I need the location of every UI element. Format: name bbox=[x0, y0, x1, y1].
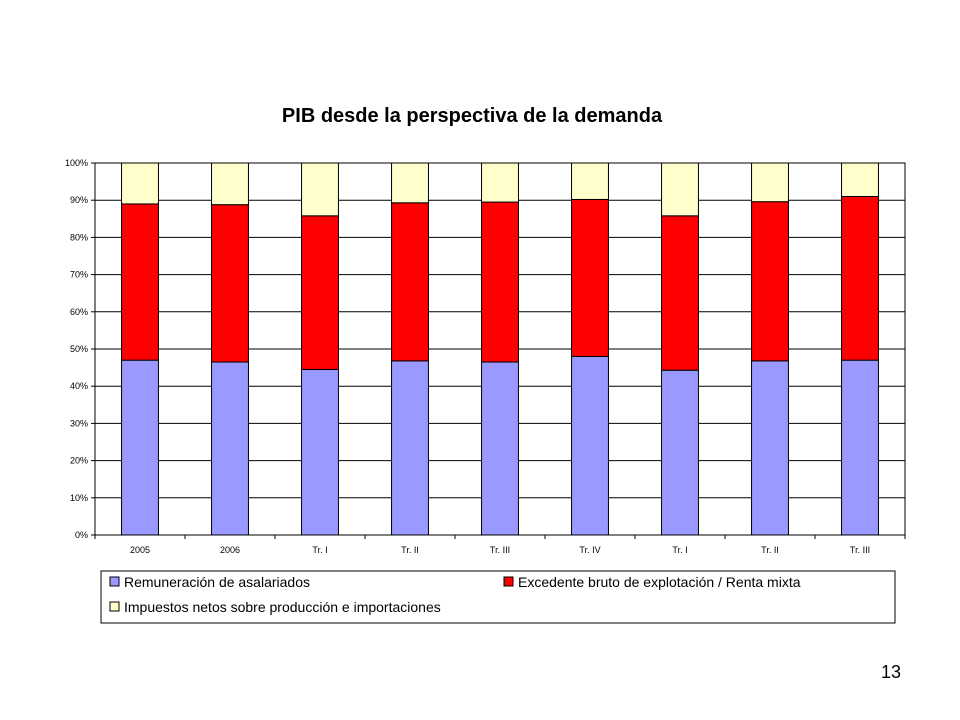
bar-segment bbox=[211, 204, 249, 363]
chart-title: PIB desde la perspectiva de la demanda bbox=[282, 105, 663, 127]
bar-segment bbox=[121, 359, 159, 536]
bar-segment bbox=[661, 162, 699, 217]
y-tick-label: 10% bbox=[70, 493, 88, 503]
legend-box bbox=[100, 570, 896, 624]
y-tick-label: 60% bbox=[70, 307, 88, 317]
legend-swatch bbox=[109, 576, 120, 587]
x-axis: 2005 2006 Tr. I Tr. II Tr. III Tr. IV Tr. I Tr.… bbox=[94, 535, 906, 555]
legend-label: Impuestos netos sobre producción e impor… bbox=[124, 599, 441, 615]
x-tick-label: 2005 bbox=[130, 545, 150, 555]
bar-segment bbox=[211, 162, 249, 206]
bar-segment bbox=[751, 162, 789, 203]
x-tick-label: Tr. III bbox=[850, 545, 870, 555]
bar-segment bbox=[841, 195, 879, 361]
bars bbox=[121, 162, 879, 536]
bar-segment bbox=[571, 355, 609, 536]
y-tick-label: 50% bbox=[70, 344, 88, 354]
bar-segment bbox=[391, 162, 429, 204]
bar-segment bbox=[661, 369, 699, 536]
bar-segment bbox=[301, 162, 339, 217]
y-tick-label: 0% bbox=[75, 530, 88, 540]
y-tick-label: 100% bbox=[65, 158, 88, 168]
x-tick-label: Tr. III bbox=[490, 545, 510, 555]
bar-segment bbox=[661, 215, 699, 371]
bar-segment bbox=[301, 215, 339, 370]
bar-segment bbox=[391, 202, 429, 362]
x-tick-label: Tr. II bbox=[761, 545, 779, 555]
y-tick-label: 20% bbox=[70, 456, 88, 466]
bar-segment bbox=[481, 162, 519, 203]
bar-segment bbox=[301, 368, 339, 536]
x-tick-label: Tr. IV bbox=[579, 545, 600, 555]
y-tick-label: 90% bbox=[70, 195, 88, 205]
y-axis: 0% 10% 20% 30% 40% 50% 60% 70% 80% 90% 100% bbox=[65, 158, 95, 540]
y-tick-label: 40% bbox=[70, 381, 88, 391]
page-number: 13 bbox=[880, 662, 901, 682]
legend-label: Excedente bruto de explotación / Renta m… bbox=[518, 574, 801, 590]
x-tick-label: 2006 bbox=[220, 545, 240, 555]
legend: Remuneración de asalariados Excedente bru… bbox=[100, 570, 896, 624]
bar-segment bbox=[121, 162, 159, 205]
x-tick-label: Tr. I bbox=[672, 545, 687, 555]
bar-segment bbox=[841, 359, 879, 536]
x-tick-label: Tr. II bbox=[401, 545, 419, 555]
y-tick-label: 30% bbox=[70, 418, 88, 428]
legend-label: Remuneración de asalariados bbox=[124, 574, 310, 590]
legend-swatch bbox=[503, 576, 514, 587]
bar-segment bbox=[751, 360, 789, 536]
bar-segment bbox=[841, 162, 879, 197]
legend-swatch bbox=[109, 601, 120, 612]
bar-segment bbox=[391, 360, 429, 536]
bar-segment bbox=[481, 361, 519, 536]
bar-segment bbox=[211, 361, 249, 536]
y-tick-label: 80% bbox=[70, 232, 88, 242]
plot-area bbox=[94, 162, 906, 536]
bar-segment bbox=[481, 201, 519, 363]
x-tick-label: Tr. I bbox=[312, 545, 327, 555]
y-tick-label: 70% bbox=[70, 270, 88, 280]
bar-segment bbox=[571, 198, 609, 357]
bar-segment bbox=[571, 162, 609, 200]
bar-segment bbox=[121, 203, 159, 361]
bar-segment bbox=[751, 201, 789, 362]
